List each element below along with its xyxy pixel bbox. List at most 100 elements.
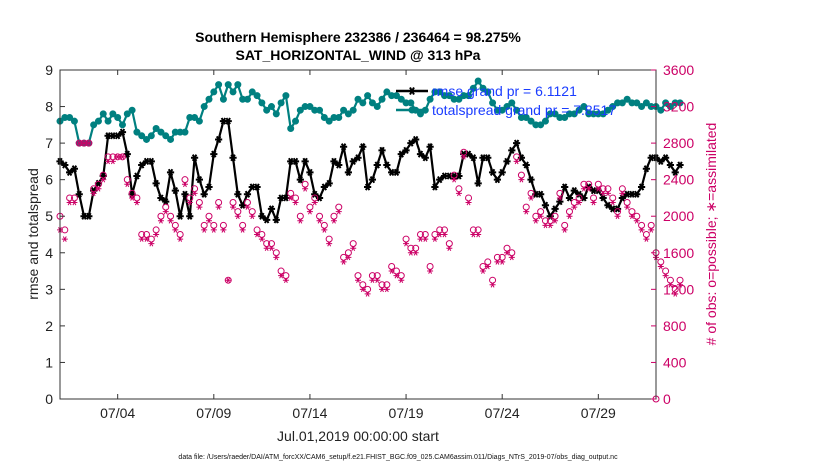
data-point-assimilated xyxy=(359,286,366,293)
data-point-possible xyxy=(200,221,208,229)
y-left-tick-label: 3 xyxy=(45,281,53,297)
data-point-rmse xyxy=(666,161,675,169)
data-point-possible xyxy=(234,208,242,216)
data-point-totalspread xyxy=(383,88,391,96)
y-right-tick-label: 2400 xyxy=(663,172,694,188)
data-point-assimilated xyxy=(614,213,621,220)
data-point-totalspread xyxy=(200,103,208,111)
data-point-totalspread xyxy=(248,88,256,96)
data-point-rmse xyxy=(541,201,550,209)
data-point-rmse xyxy=(402,146,410,155)
data-point-rmse xyxy=(527,176,535,184)
legend-marker xyxy=(408,106,416,114)
data-point-assimilated xyxy=(100,176,107,183)
data-point-totalspread xyxy=(118,121,126,129)
plot-area xyxy=(60,70,656,399)
legend-marker xyxy=(408,87,416,95)
data-point-possible xyxy=(248,208,256,216)
chart-title: Southern Hemisphere 232386 / 236464 = 98… xyxy=(195,29,521,45)
data-point-totalspread xyxy=(90,121,98,129)
data-point-possible xyxy=(138,231,146,238)
data-point-assimilated xyxy=(297,217,304,224)
data-point-rmse xyxy=(575,190,583,198)
data-point-possible xyxy=(647,221,655,229)
data-point-rmse xyxy=(234,190,242,198)
data-point-possible xyxy=(657,258,665,266)
data-point-possible xyxy=(229,199,237,207)
data-point-totalspread xyxy=(666,103,674,111)
data-point-possible xyxy=(517,171,525,179)
y-right-tick-label: 3600 xyxy=(663,62,694,78)
data-point-possible xyxy=(243,199,251,207)
data-point-assimilated xyxy=(206,217,212,224)
data-point-rmse xyxy=(416,150,425,158)
data-point-rmse xyxy=(657,157,665,166)
data-point-rmse xyxy=(580,194,588,202)
data-point-assimilated xyxy=(499,259,506,265)
data-point-totalspread xyxy=(272,110,280,118)
data-point-totalspread xyxy=(580,103,588,111)
data-point-rmse xyxy=(349,157,357,166)
data-point-possible xyxy=(263,240,271,248)
legend: rmse grand pr = 6.1121 totalspread grand … xyxy=(396,83,616,118)
data-point-rmse xyxy=(503,157,511,166)
data-point-assimilated xyxy=(455,190,462,197)
data-point-assimilated xyxy=(268,245,275,252)
data-point-totalspread xyxy=(143,135,151,143)
data-point-rmse xyxy=(205,183,213,191)
data-point-totalspread xyxy=(599,110,607,118)
data-point-assimilated xyxy=(619,190,626,197)
x-tick-label: 07/19 xyxy=(389,405,424,421)
data-point-assimilated xyxy=(643,236,650,242)
data-point-totalspread xyxy=(296,106,304,114)
data-point-totalspread xyxy=(484,88,492,96)
data-point-possible xyxy=(219,221,227,229)
data-point-totalspread xyxy=(618,99,626,107)
data-point-assimilated xyxy=(388,268,395,274)
data-point-possible xyxy=(609,194,617,202)
data-point-rmse xyxy=(85,212,93,220)
data-point-assimilated xyxy=(244,204,251,210)
data-point-totalspread xyxy=(109,110,117,118)
data-point-totalspread xyxy=(368,99,376,107)
data-point-rmse xyxy=(296,176,304,184)
data-point-assimilated xyxy=(672,291,679,297)
data-point-rmse xyxy=(157,194,165,202)
data-point-assimilated xyxy=(561,227,568,233)
data-point-rmse xyxy=(70,165,79,173)
data-point-totalspread xyxy=(551,110,559,118)
data-point-rmse xyxy=(267,205,276,213)
data-point-assimilated xyxy=(330,217,337,224)
data-point-totalspread xyxy=(215,81,223,89)
data-point-totalspread xyxy=(378,95,386,103)
data-point-assimilated xyxy=(225,277,232,284)
data-point-rmse xyxy=(114,132,122,140)
data-point-possible xyxy=(388,262,396,270)
data-point-totalspread xyxy=(191,114,199,122)
data-point-possible xyxy=(66,194,74,202)
data-point-possible xyxy=(469,226,477,234)
data-point-assimilated xyxy=(355,277,361,284)
data-point-rmse xyxy=(421,154,429,162)
data-point-assimilated xyxy=(398,277,405,284)
data-point-totalspread xyxy=(344,110,352,118)
data-point-possible xyxy=(412,244,420,252)
data-point-possible xyxy=(551,212,559,220)
data-point-possible xyxy=(176,231,184,238)
data-point-possible xyxy=(330,212,338,220)
data-point-possible xyxy=(157,212,165,220)
data-point-assimilated xyxy=(576,199,583,206)
data-point-possible xyxy=(70,194,78,202)
data-point-rmse xyxy=(147,157,155,166)
data-point-assimilated xyxy=(172,227,179,233)
data-point-assimilated xyxy=(403,240,410,247)
data-point-rmse xyxy=(493,176,501,184)
data-point-assimilated xyxy=(129,195,136,201)
data-point-possible xyxy=(623,199,631,207)
data-point-rmse xyxy=(522,161,530,169)
data-point-rmse xyxy=(118,128,127,136)
legend-entry: totalspread grand pr = 7.8517 xyxy=(432,102,616,118)
data-point-rmse xyxy=(392,168,401,176)
data-point-assimilated xyxy=(609,199,616,206)
data-point-rmse xyxy=(537,190,545,198)
